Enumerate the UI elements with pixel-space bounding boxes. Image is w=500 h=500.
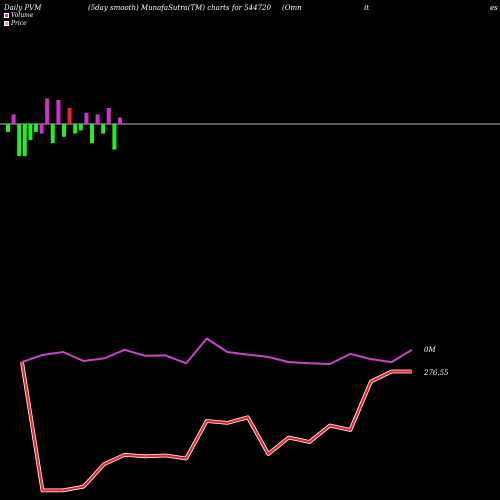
pvm-bar (95, 114, 100, 124)
pvm-bar (67, 108, 72, 124)
pvm-bar (73, 124, 78, 134)
chart-label-right-b: it (364, 4, 370, 12)
legend-volume-swatch (4, 13, 9, 18)
legend-price: Price (4, 20, 27, 27)
pvm-bar (17, 124, 22, 156)
pvm-bar (11, 114, 16, 124)
chart-label-right-c: es (490, 4, 498, 12)
pvm-bar (84, 112, 89, 124)
legend-volume: Volume (4, 12, 33, 19)
legend-volume-label: Volume (11, 12, 34, 19)
pvm-bar (118, 117, 122, 124)
pvm-bar (45, 98, 50, 124)
chart-label-right-a: (Omn (282, 4, 302, 12)
price-last-label: 276.55 (424, 369, 449, 377)
pvm-bar (101, 124, 106, 134)
legend-price-swatch (4, 21, 9, 26)
pvm-bar (6, 124, 10, 132)
chart-title: (5day smooth) MunafaSutra(TM) charts for… (88, 4, 271, 12)
pvm-bar (50, 124, 55, 144)
price-line-halo (20, 361, 412, 493)
pvm-bar (28, 124, 33, 140)
pvm-bars (6, 98, 122, 156)
price-line (20, 361, 412, 492)
pvm-bar (90, 124, 94, 144)
legend-price-label: Price (11, 20, 27, 27)
volume-line (21, 337, 413, 365)
pvm-bar (22, 124, 27, 156)
pvm-bar (62, 124, 66, 137)
pvm-bar (106, 108, 111, 124)
chart-label-left: Daily PVM (4, 4, 42, 12)
series-lines (20, 337, 413, 493)
pvm-bar (39, 124, 44, 134)
pvm-bar (56, 100, 61, 124)
pvm-bar (34, 124, 38, 132)
pvm-bar (78, 124, 83, 131)
pvm-bar (112, 124, 117, 150)
volume-last-label: 0M (424, 346, 436, 354)
